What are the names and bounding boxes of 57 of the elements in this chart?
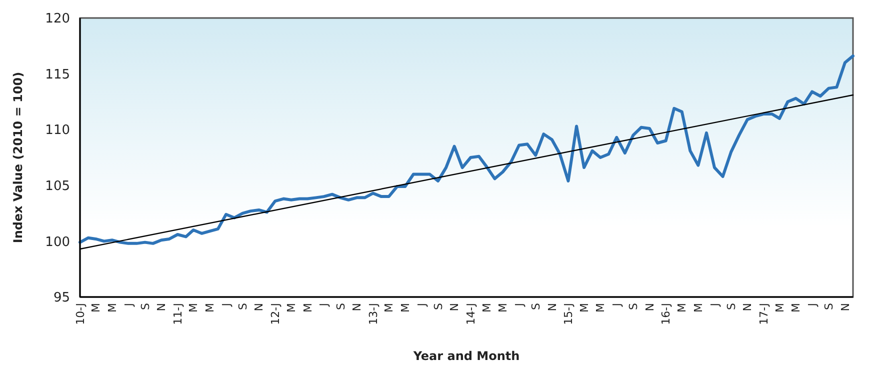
y-tick-label: 95 <box>53 290 70 306</box>
x-tick-label: J <box>318 303 331 308</box>
x-tick-label: M <box>398 303 412 312</box>
x-tick-label: M <box>790 303 803 312</box>
x-tick-label: N <box>741 303 754 312</box>
x-tick-label: 13-J <box>366 303 380 325</box>
x-tick-label: S <box>627 302 640 310</box>
x-tick-label: S <box>236 302 250 310</box>
x-tick-label: N <box>838 303 852 312</box>
x-tick-label: S <box>724 302 738 310</box>
x-tick-label: M <box>301 303 314 312</box>
y-tick-label: 115 <box>45 67 70 82</box>
x-tick-label: N <box>448 303 462 312</box>
x-tick-label: M <box>382 303 396 312</box>
x-tick-label: M <box>496 303 510 312</box>
x-tick-label: N <box>155 303 168 312</box>
x-tick-label: S <box>822 302 836 310</box>
x-tick-label: J <box>122 303 136 308</box>
x-tick-label: J <box>512 303 526 308</box>
x-tick-label: 11-J <box>171 303 184 325</box>
x-tick-label: M <box>204 303 217 312</box>
x-tick-label: N <box>643 303 656 312</box>
x-tick-label: N <box>546 303 559 312</box>
x-tick-label: M <box>594 303 608 312</box>
x-tick-label: J <box>806 303 819 308</box>
x-tick-label: 14-J <box>464 303 478 325</box>
x-tick-label: M <box>106 303 119 312</box>
x-tick-label: M <box>480 303 494 312</box>
x-tick-label: S <box>334 302 348 310</box>
y-tick-label: 100 <box>45 234 70 250</box>
x-tick-label: M <box>90 303 103 312</box>
y-tick-label: 110 <box>45 123 70 138</box>
x-tick-label: J <box>220 303 233 308</box>
x-tick-label: M <box>676 303 689 312</box>
x-tick-label: S <box>432 302 445 310</box>
x-tick-label: 17-J <box>758 303 771 325</box>
x-tick-label: 12-J <box>269 303 282 325</box>
x-tick-label: N <box>350 303 364 312</box>
x-tick-label: M <box>187 303 200 312</box>
x-tick-label: N <box>252 303 266 312</box>
line-series <box>78 54 854 245</box>
x-tick-label: 16-J <box>660 303 673 325</box>
x-tick-label: M <box>285 303 298 312</box>
y-axis-title: Index Value (2010 = 100) <box>11 72 25 244</box>
x-tick-label: M <box>692 303 706 312</box>
x-tick-label: J <box>708 303 722 308</box>
x-tick-label: J <box>415 303 428 308</box>
y-tick-label: 105 <box>45 178 70 194</box>
x-tick-label: S <box>529 302 542 310</box>
x-tick-label: M <box>578 303 591 312</box>
x-tick-label: 10-J <box>74 303 87 325</box>
x-tick-label: M <box>773 303 786 312</box>
x-tick-label: S <box>138 302 152 310</box>
y-tick-label: 120 <box>45 12 70 27</box>
x-tick-label: J <box>610 303 624 308</box>
x-axis-title: Year and Month <box>412 349 520 363</box>
x-tick-label: 15-J <box>562 303 576 325</box>
